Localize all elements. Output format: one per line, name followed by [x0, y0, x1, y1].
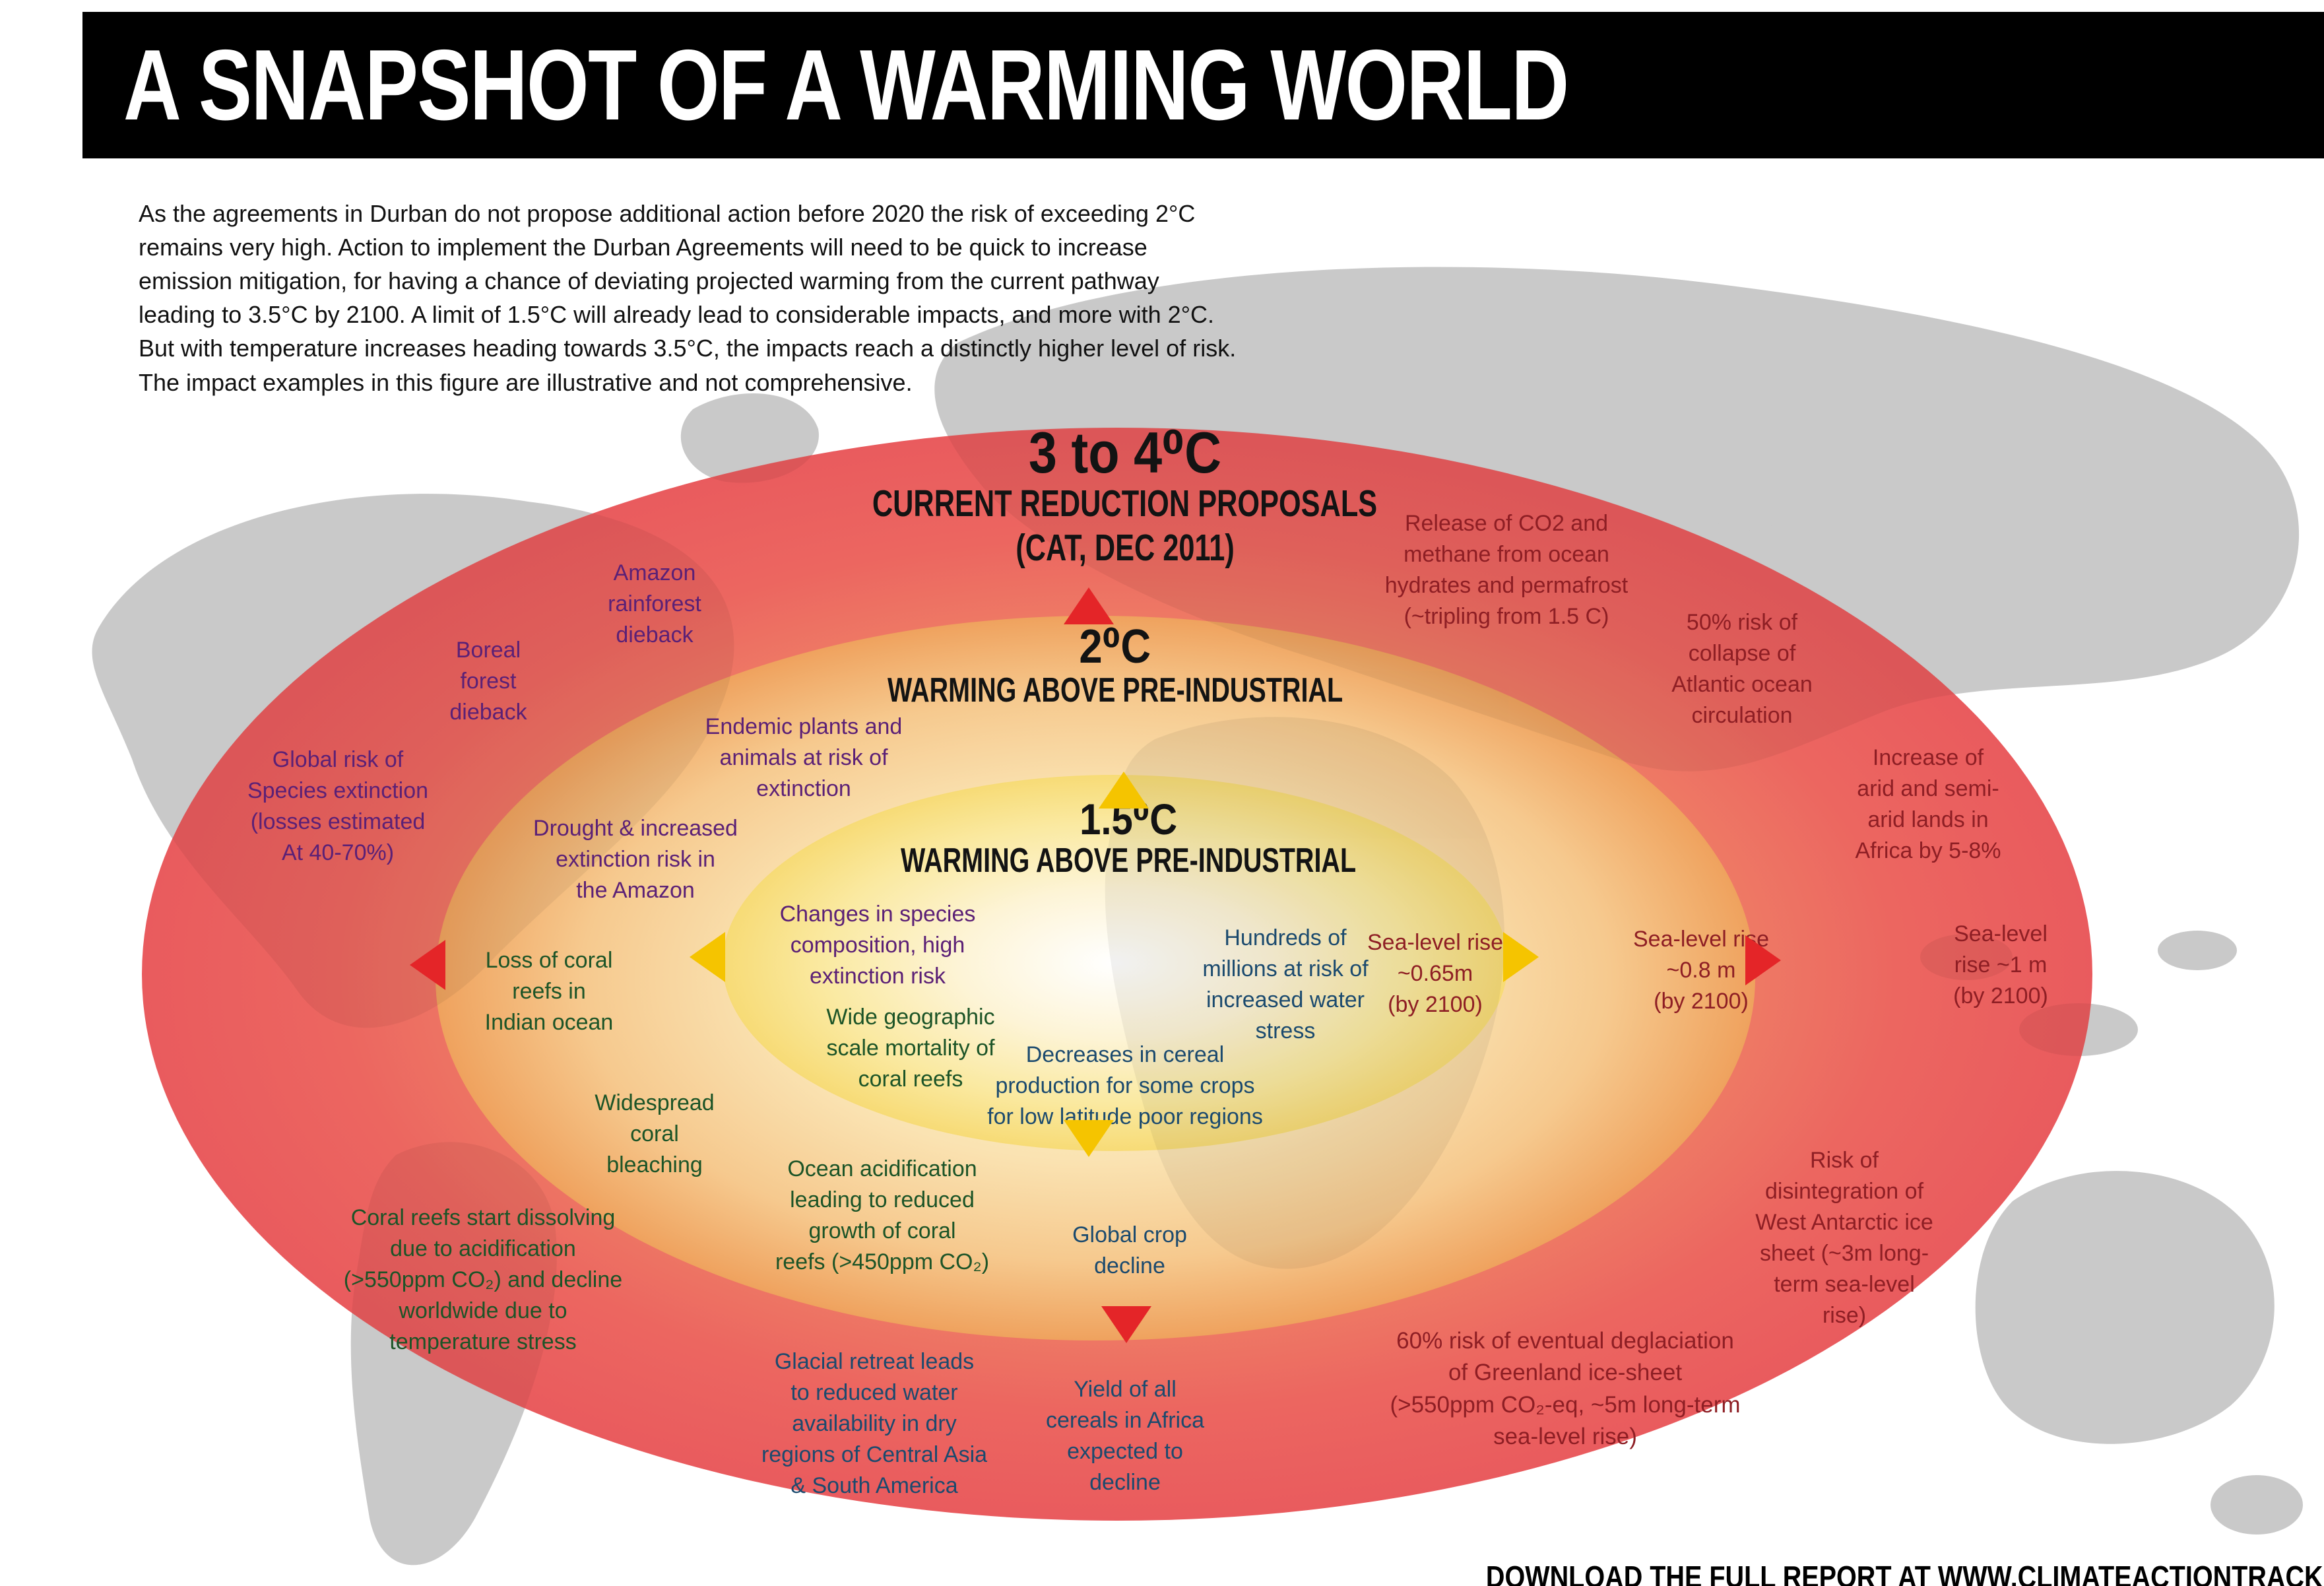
current-reduction-proposals-label: CURRENT REDUCTION PROPOSALS	[872, 482, 1378, 525]
label-co2-methane-release: Release of CO2 and methane from ocean hy…	[1384, 511, 1629, 629]
arrow-down-outer-icon	[1101, 1306, 1151, 1343]
label-ocean-acidification: Ocean acidification leading to reduced g…	[775, 1156, 990, 1274]
arrow-left-outer-icon	[410, 940, 445, 990]
label-cereal-yield-africa: Yield of all cereals in Africa expected …	[1046, 1377, 1204, 1495]
arrow-down-inner-icon	[1064, 1120, 1114, 1157]
footer-text: DOWNLOAD THE FULL REPORT AT WWW.CLIMATEA…	[1485, 1560, 2324, 1586]
temp-2c: 2⁰C	[1079, 620, 1151, 673]
heading-1-5c: 1.5⁰C WARMING ABOVE PRE-INDUSTRIAL	[666, 797, 1590, 881]
arrow-up-outer-icon	[1064, 587, 1114, 624]
title-bar: A SNAPSHOT OF A WARMING WORLD	[82, 12, 2324, 158]
label-arid-lands-africa: Increase of arid and semi- arid lands in…	[1855, 745, 2001, 863]
intro-paragraph: As the agreements in Durban do not propo…	[139, 200, 1237, 396]
heading-3-to-4c: 3 to 4⁰C CURRENT REDUCTION PROPOSALS (CA…	[663, 424, 1587, 571]
label-coral-bleaching: Widespread coral bleaching	[595, 1090, 715, 1177]
label-coral-dissolving: Coral reefs start dissolving due to acid…	[343, 1205, 623, 1354]
label-water-stress: Hundreds of millions at risk of increase…	[1202, 925, 1369, 1043]
label-cereal-decrease: Decreases in cereal production for some …	[987, 1042, 1263, 1129]
label-global-crop-decline: Global crop decline	[1072, 1222, 1187, 1278]
label-coral-mortality: Wide geographic scale mortality of coral…	[826, 1005, 995, 1092]
label-atlantic-collapse: 50% risk of collapse of Atlantic ocean c…	[1671, 610, 1813, 728]
label-species-composition: Changes in species composition, high ext…	[779, 902, 976, 989]
label-global-species-risk: Global risk of Species extinction (losse…	[247, 747, 429, 865]
label-amazon-drought: Drought & increased extinction risk in t…	[533, 816, 738, 903]
warming-above-preindustrial-2c-label: WARMING ABOVE PRE-INDUSTRIAL	[887, 671, 1343, 710]
arrow-right-outer-icon	[1745, 935, 1781, 985]
label-west-antarctic: Risk of disintegration of West Antarctic…	[1755, 1148, 1933, 1328]
footer-download-note: DOWNLOAD THE FULL REPORT AT WWW.CLIMATEA…	[1333, 1559, 2324, 1586]
label-amazon-dieback: Amazon rainforest dieback	[608, 560, 701, 647]
label-glacial-retreat: Glacial retreat leads to reduced water a…	[761, 1349, 988, 1498]
label-endemic-plants: Endemic plants and animals at risk of ex…	[705, 714, 903, 801]
arrow-right-inner-icon	[1503, 932, 1539, 982]
heading-2c: 2⁰C WARMING ABOVE PRE-INDUSTRIAL	[653, 623, 1577, 711]
warming-above-preindustrial-1-5c-label: WARMING ABOVE PRE-INDUSTRIAL	[900, 842, 1357, 880]
label-greenland-deglaciation: 60% risk of eventual deglaciation of Gre…	[1390, 1328, 1741, 1449]
label-sea-level-065: Sea-level rise ~0.65m (by 2100)	[1367, 930, 1503, 1017]
label-sea-level-08: Sea-level rise ~0.8 m (by 2100)	[1633, 927, 1769, 1014]
page-title: A SNAPSHOT OF A WARMING WORLD	[123, 28, 1569, 141]
label-boreal-dieback: Boreal forest dieback	[449, 638, 527, 725]
label-sea-level-1m: Sea-level rise ~1 m (by 2100)	[1953, 921, 2048, 1008]
label-coral-indian-ocean: Loss of coral reefs in Indian ocean	[484, 948, 614, 1035]
arrow-left-inner-icon	[690, 932, 725, 982]
temp-3-to-4c: 3 to 4⁰C	[1028, 420, 1222, 485]
cat-dec-2011-label: (CAT, DEC 2011)	[1016, 527, 1235, 570]
arrow-up-inner-icon	[1099, 772, 1149, 809]
